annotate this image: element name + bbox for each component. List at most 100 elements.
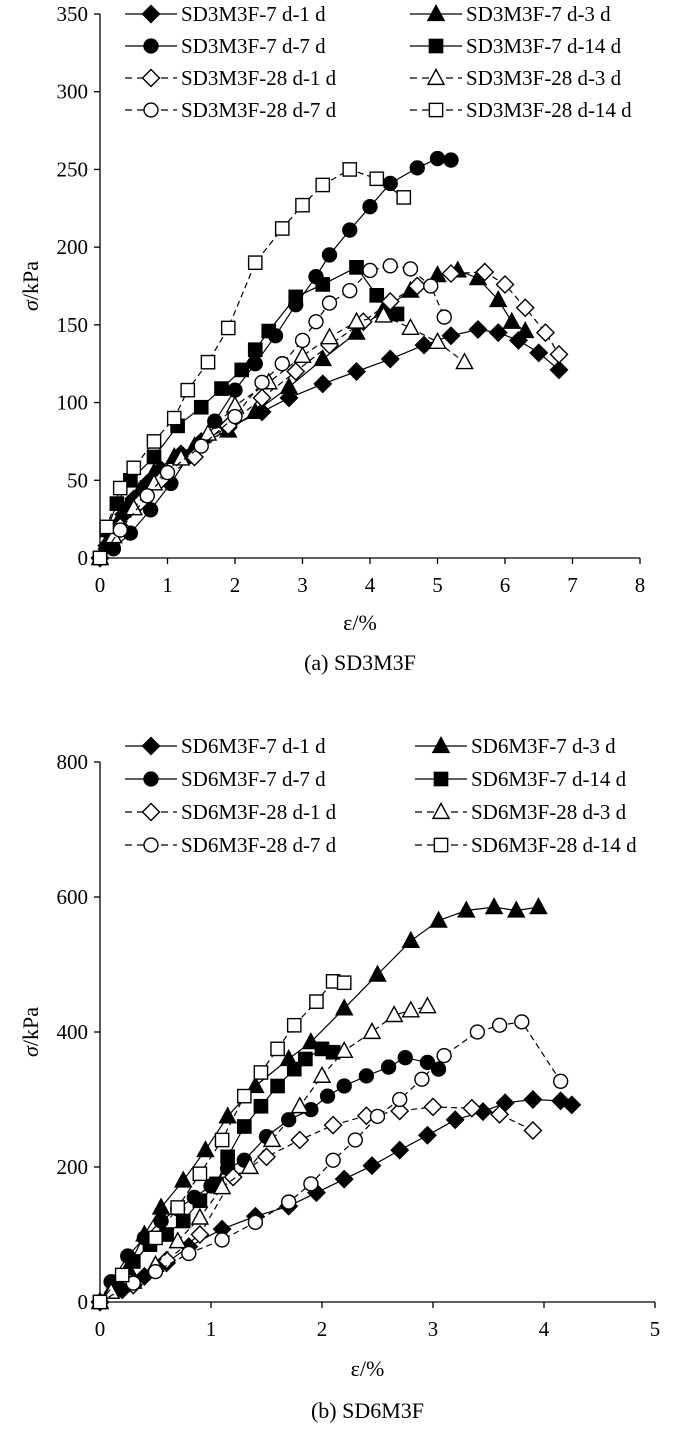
data-point [342,222,358,238]
data-point [390,1140,410,1160]
data-point [309,994,324,1009]
data-point [112,522,128,538]
data-point [515,321,535,339]
data-point [334,998,354,1016]
y-axis-title: σ/kPa [18,261,43,311]
data-point [445,1110,465,1130]
data-point [428,331,447,350]
y-axis-title-unit: /kPa [18,1007,43,1046]
data-point [144,473,164,491]
data-point [262,1130,282,1148]
data-point [294,332,311,349]
data-point [212,1177,232,1195]
data-point [428,265,447,283]
data-point [281,1194,297,1210]
data-point [549,344,569,364]
data-point [552,1073,569,1089]
data-point [443,152,459,168]
x-tick-label: 1 [162,573,173,597]
data-point [313,374,333,394]
chart-1: 0 50 100 150 200 250 300 350 0 1 2 3 4 5 6 7 8 ε/% σ/kPa SD… [18,2,645,675]
data-point [401,1000,421,1018]
data-point [488,323,508,343]
data-point [549,360,569,380]
x-tick-label: 7 [567,573,578,597]
data-point [523,1090,543,1109]
data-point [342,162,358,177]
legend-label: SD3M3F-28 d-1 d [181,66,337,90]
x-tick-label: 8 [635,573,646,597]
data-point [114,1267,130,1283]
x-tick-label: 3 [297,573,308,597]
legend-marker [428,38,444,54]
data-point [190,1225,210,1244]
data-point [319,1088,336,1104]
data-point [279,377,299,395]
data-point [436,309,452,325]
legend-marker [143,38,159,54]
data-point [401,317,420,336]
legend-marker [426,4,446,22]
data-point [490,1104,510,1124]
legend-marker [431,736,451,754]
y-axis-title-symbol: σ [18,1045,43,1057]
data-point [462,1098,482,1118]
data-point [384,1005,404,1023]
data-point [562,1095,582,1115]
x-tick-label: 5 [650,1317,661,1341]
data-point [407,276,427,296]
y-axis-title: σ/kPa [18,1007,43,1057]
data-point [491,1017,508,1033]
data-point [159,464,176,481]
data-point [362,199,378,215]
data-point [468,320,488,340]
legend-label: SD6M3F-28 d-1 d [181,800,337,824]
legend-label: SD3M3F-7 d-3 d [466,2,611,26]
data-point [220,1149,235,1165]
legend-marker [141,802,161,822]
data-point [220,320,236,336]
data-point [298,1051,313,1067]
data-point [139,488,155,504]
data-point [270,1078,285,1094]
data-point [349,260,364,275]
data-point [441,264,461,284]
legend-marker [143,771,159,787]
data-point [254,374,270,391]
series-8 [92,974,352,1310]
data-point [336,975,352,991]
data-point [168,1231,187,1249]
data-point [240,1157,260,1175]
data-point [214,1132,230,1148]
data-point [529,343,549,363]
data-point [153,1213,169,1229]
x-tick-label: 4 [365,573,376,597]
legend-marker [426,68,446,86]
data-point [369,171,385,187]
y-tick-label: 200 [57,1155,89,1179]
data-point [380,349,400,369]
data-point [401,930,421,948]
x-tick-label: 2 [230,573,241,597]
data-point [234,362,250,378]
data-point [347,311,366,329]
data-point [207,413,223,429]
figure-caption: (a) SD3M3F [304,650,416,675]
y-tick-label: 300 [57,80,89,104]
y-tick-label: 0 [78,1290,89,1314]
data-point [270,1041,285,1057]
data-point [362,262,378,279]
data-point [414,1071,430,1087]
data-point [419,1054,436,1071]
data-point [99,519,115,535]
x-tick-label: 2 [317,1317,328,1341]
data-point [455,352,474,370]
data-point [417,1125,437,1145]
y-tick-label: 200 [57,235,89,259]
data-point [320,327,339,345]
data-point [192,1193,208,1209]
legend-label: SD6M3F-7 d-14 d [471,767,627,791]
data-point [374,305,393,323]
data-point [436,1047,452,1064]
data-point [308,314,324,330]
